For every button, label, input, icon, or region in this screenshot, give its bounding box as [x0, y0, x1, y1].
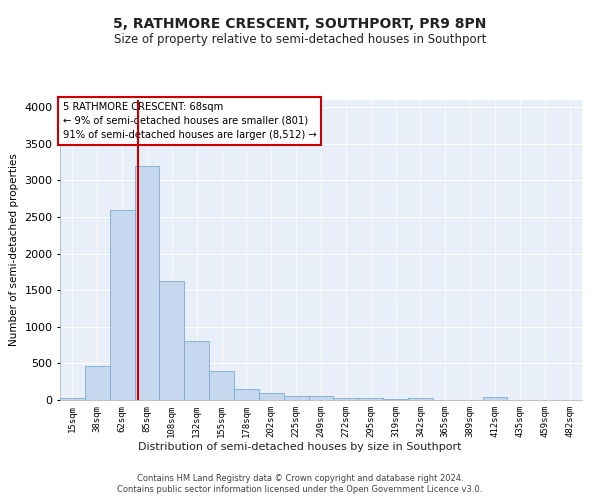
Bar: [160, 282, 184, 400]
Text: Contains public sector information licensed under the Open Government Licence v3: Contains public sector information licen…: [118, 485, 482, 494]
Bar: [284, 396, 308, 400]
Bar: [110, 210, 134, 400]
Bar: [60, 398, 85, 400]
Bar: [134, 166, 160, 400]
Bar: [184, 342, 209, 400]
Bar: [308, 396, 334, 400]
Bar: [259, 394, 284, 400]
Bar: [358, 398, 383, 400]
Bar: [482, 398, 508, 400]
Text: Contains HM Land Registry data © Crown copyright and database right 2024.: Contains HM Land Registry data © Crown c…: [137, 474, 463, 483]
Bar: [334, 398, 358, 400]
Bar: [408, 398, 433, 400]
Text: Size of property relative to semi-detached houses in Southport: Size of property relative to semi-detach…: [114, 32, 486, 46]
Bar: [383, 399, 408, 400]
Text: 5 RATHMORE CRESCENT: 68sqm
← 9% of semi-detached houses are smaller (801)
91% of: 5 RATHMORE CRESCENT: 68sqm ← 9% of semi-…: [62, 102, 316, 140]
Bar: [85, 366, 110, 400]
Bar: [209, 370, 234, 400]
Bar: [234, 388, 259, 400]
Text: Distribution of semi-detached houses by size in Southport: Distribution of semi-detached houses by …: [138, 442, 462, 452]
Text: 5, RATHMORE CRESCENT, SOUTHPORT, PR9 8PN: 5, RATHMORE CRESCENT, SOUTHPORT, PR9 8PN: [113, 18, 487, 32]
Y-axis label: Number of semi-detached properties: Number of semi-detached properties: [8, 154, 19, 346]
